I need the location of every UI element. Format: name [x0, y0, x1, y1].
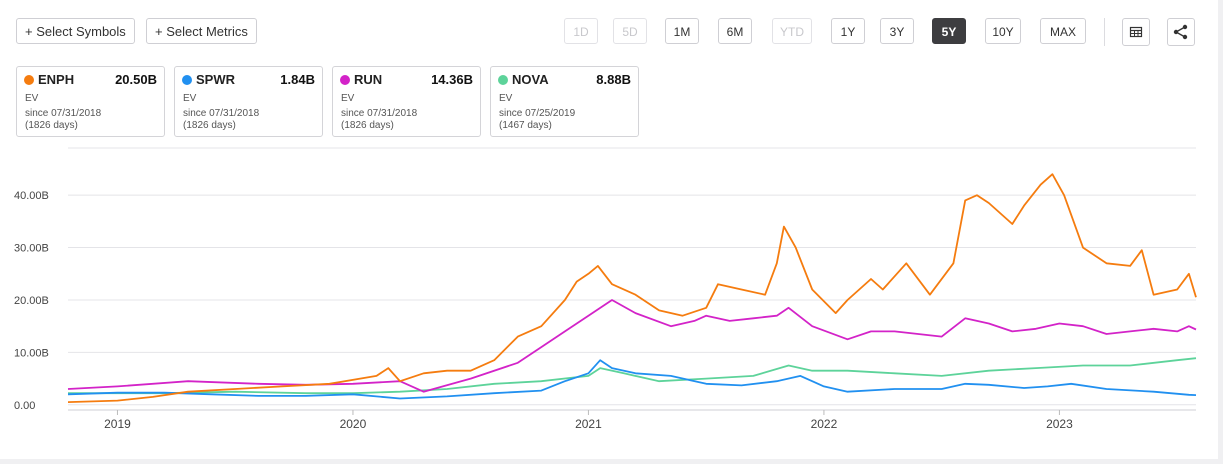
card-metric: EV — [25, 93, 39, 104]
series-line-nova — [68, 357, 1197, 395]
card-since-date: since 07/31/2018 — [25, 108, 102, 119]
symbol-card-spwr[interactable]: SPWR 1.84B EV since 07/31/2018 (1826 days) — [174, 66, 323, 137]
range-button-5d: 5D — [613, 18, 647, 44]
share-icon — [1173, 24, 1188, 40]
card-since-date: since 07/31/2018 — [341, 108, 418, 119]
series-color-dot — [182, 75, 192, 85]
card-value: 1.84B — [280, 72, 315, 87]
range-button-1m[interactable]: 1M — [665, 18, 699, 44]
series-color-dot — [498, 75, 508, 85]
range-button-1d: 1D — [564, 18, 598, 44]
x-tick-label: 2023 — [1046, 417, 1073, 431]
share-button[interactable] — [1167, 18, 1195, 46]
series-line-enph — [67, 173, 1197, 403]
symbol-card-enph[interactable]: ENPH 20.50B EV since 07/31/2018 (1826 days) — [16, 66, 165, 137]
card-days: (1826 days) — [341, 120, 394, 131]
y-tick-label: 0.00 — [14, 400, 35, 412]
x-tick-label: 2019 — [104, 417, 131, 431]
y-tick-label: 10.00B — [14, 347, 49, 359]
card-value: 20.50B — [115, 72, 157, 87]
series-line-run — [67, 299, 1197, 393]
range-button-max[interactable]: MAX — [1040, 18, 1086, 44]
x-tick-label: 2021 — [575, 417, 602, 431]
card-ticker: RUN — [354, 72, 383, 87]
x-tick-label: 2020 — [340, 417, 367, 431]
symbol-card-nova[interactable]: NOVA 8.88B EV since 07/25/2019 (1467 days) — [490, 66, 639, 137]
card-since-date: since 07/25/2019 — [499, 108, 576, 119]
card-value: 14.36B — [431, 72, 473, 87]
range-button-5y[interactable]: 5Y — [932, 18, 966, 44]
table-icon — [1129, 26, 1143, 38]
card-metric: EV — [499, 93, 513, 104]
series-line-spwr — [67, 359, 1197, 400]
card-ticker: ENPH — [38, 72, 75, 87]
card-days: (1826 days) — [183, 120, 236, 131]
card-ticker: SPWR — [196, 72, 235, 87]
toolbar-divider — [1104, 18, 1105, 46]
y-tick-label: 20.00B — [14, 295, 49, 307]
card-metric: EV — [183, 93, 197, 104]
series-color-dot — [340, 75, 350, 85]
table-view-button[interactable] — [1122, 18, 1150, 46]
card-since-date: since 07/31/2018 — [183, 108, 260, 119]
y-tick-label: 40.00B — [14, 190, 49, 202]
x-tick-label: 2022 — [811, 417, 838, 431]
series-color-dot — [24, 75, 34, 85]
symbol-card-run[interactable]: RUN 14.36B EV since 07/31/2018 (1826 days) — [332, 66, 481, 137]
select-metrics-button[interactable]: + Select Metrics — [146, 18, 257, 44]
card-metric: EV — [341, 93, 355, 104]
card-days: (1467 days) — [499, 120, 552, 131]
card-ticker: NOVA — [512, 72, 549, 87]
range-button-10y[interactable]: 10Y — [985, 18, 1021, 44]
range-button-3y[interactable]: 3Y — [880, 18, 914, 44]
card-days: (1826 days) — [25, 120, 78, 131]
y-tick-label: 30.00B — [14, 243, 49, 255]
range-button-1y[interactable]: 1Y — [831, 18, 865, 44]
select-symbols-button[interactable]: + Select Symbols — [16, 18, 135, 44]
card-value: 8.88B — [596, 72, 631, 87]
range-button-6m[interactable]: 6M — [718, 18, 752, 44]
range-button-ytd: YTD — [772, 18, 812, 44]
